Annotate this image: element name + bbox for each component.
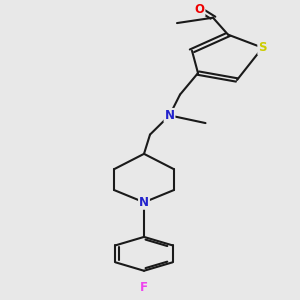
Text: S: S <box>258 41 267 54</box>
Text: O: O <box>194 3 205 16</box>
Text: F: F <box>140 281 148 294</box>
Text: N: N <box>139 196 149 209</box>
Text: N: N <box>164 109 175 122</box>
